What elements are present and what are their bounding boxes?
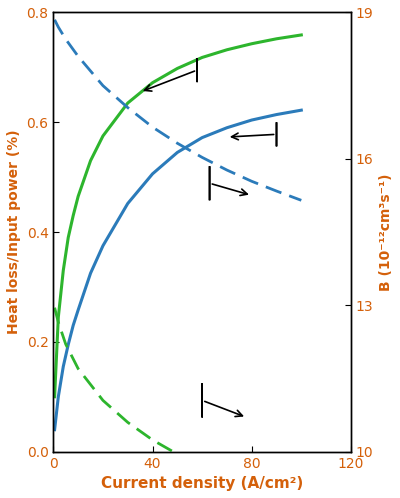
Y-axis label: Heat loss/Input power (%): Heat loss/Input power (%) bbox=[7, 130, 21, 334]
X-axis label: Current density (A/cm²): Current density (A/cm²) bbox=[101, 476, 303, 491]
Y-axis label: B (10⁻¹²cm³s⁻¹): B (10⁻¹²cm³s⁻¹) bbox=[379, 173, 393, 291]
